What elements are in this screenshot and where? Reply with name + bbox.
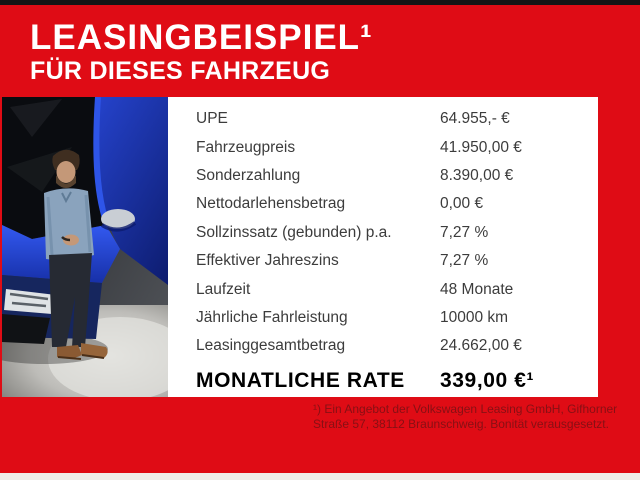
footnote-line: ¹) Ein Angebot der Volkswagen Leasing Gm… (313, 402, 618, 416)
row-value: 41.950,00 € (440, 138, 522, 156)
row-label: Sonderzahlung (196, 166, 301, 184)
page-title: LEASINGBEISPIEL¹ (30, 18, 373, 57)
row-label: Nettodarlehensbetrag (196, 195, 346, 213)
row-label: Sollzinssatz (gebunden) p.a. (196, 223, 392, 241)
row-value: 48 Monate (440, 280, 514, 298)
man-face (56, 161, 76, 183)
row-label: Laufzeit (196, 280, 251, 298)
man-beard (56, 175, 76, 188)
row-value: 7,27 % (440, 252, 489, 270)
table-row: Nettodarlehensbetrag 0,00 € (196, 190, 598, 218)
page-subtitle: FÜR DIESES FAHRZEUG (30, 57, 331, 85)
monthly-rate-label: MONATLICHE RATE (196, 368, 405, 392)
row-value: 64.955,- € (440, 110, 510, 128)
monthly-rate-value: 339,00 €¹ (440, 368, 535, 392)
row-label: Fahrzeugpreis (196, 138, 296, 156)
leasing-details-panel: UPE 64.955,- € Fahrzeugpreis 41.950,00 €… (168, 97, 598, 397)
header: LEASINGBEISPIEL¹ FÜR DIESES FAHRZEUG (30, 19, 373, 85)
legal-footnote: ¹) Ein Angebot der Volkswagen Leasing Gm… (313, 402, 617, 432)
man-hands (63, 234, 79, 246)
man-boot-right (81, 343, 108, 358)
footnote-line: Straße 57, 38112 Braunschweig. Bonität v… (313, 417, 609, 431)
vehicle-photo (2, 97, 168, 397)
row-value: 8.390,00 € (440, 166, 514, 184)
table-row: Jährliche Fahrleistung 10000 km (196, 304, 598, 332)
row-label: UPE (196, 110, 228, 128)
man-figure (44, 149, 108, 360)
table-row: UPE 64.955,- € (196, 105, 598, 133)
table-row: Sonderzahlung 8.390,00 € (196, 162, 598, 190)
bottom-light-strip (0, 473, 640, 480)
table-row: Leasinggesamtbetrag 24.662,00 € (196, 332, 598, 360)
row-label: Jährliche Fahrleistung (196, 308, 348, 326)
car-air-intake (2, 314, 50, 344)
row-value: 0,00 € (440, 195, 484, 213)
man-shirt (44, 188, 94, 261)
row-label: Effektiver Jahreszins (196, 252, 339, 270)
man-jeans (49, 253, 92, 347)
table-row: Effektiver Jahreszins 7,27 % (196, 247, 598, 275)
table-row: Laufzeit 48 Monate (196, 275, 598, 303)
row-value: 7,27 % (440, 223, 489, 241)
man-boot-left (57, 345, 82, 359)
top-black-strip (0, 0, 640, 5)
table-row: Sollzinssatz (gebunden) p.a. 7,27 % (196, 219, 598, 247)
row-label: Leasinggesamtbetrag (196, 337, 346, 355)
monthly-rate-row: MONATLICHE RATE 339,00 €¹ (196, 366, 598, 396)
table-row: Fahrzeugpreis 41.950,00 € (196, 133, 598, 161)
car-side-body (57, 97, 168, 285)
row-value: 10000 km (440, 308, 509, 326)
car-side-mirror (101, 209, 135, 229)
row-value: 24.662,00 € (440, 337, 522, 355)
